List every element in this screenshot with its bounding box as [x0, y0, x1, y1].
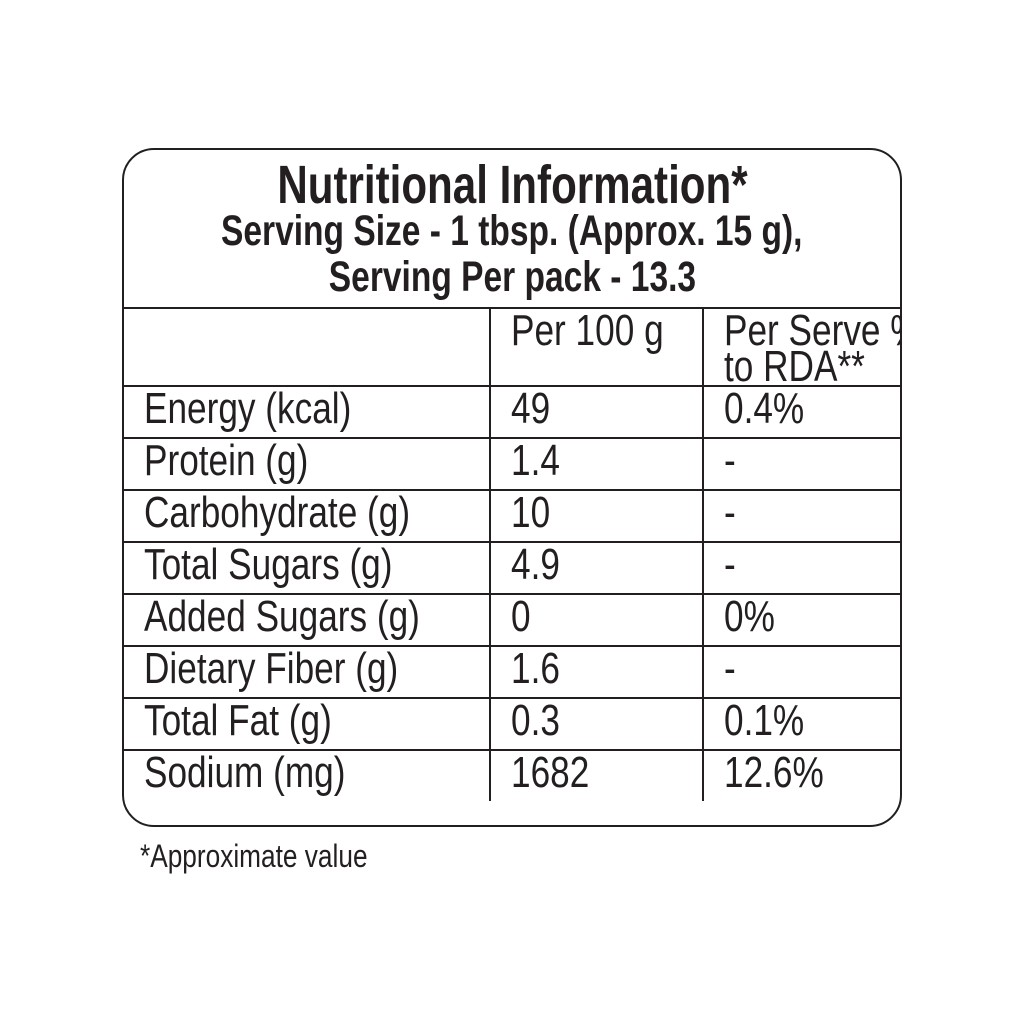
cell-per100: 1682 — [488, 749, 704, 801]
servings-per-pack: Serving Per pack - 13.3 — [328, 253, 696, 301]
cell-nutrient: Carbohydrate (g) — [124, 489, 491, 543]
table-header-row: Per 100 g Per Serve % to RDA** — [124, 309, 900, 386]
header-nutrient — [124, 309, 491, 386]
label-header: Nutritional Information* Serving Size - … — [124, 150, 900, 309]
table-row: Total Fat (g) 0.3 0.1% — [124, 697, 900, 751]
cell-rda: - — [701, 437, 900, 491]
cell-rda: 0.4% — [701, 385, 900, 439]
label-title: Nutritional Information* — [276, 155, 748, 215]
cell-nutrient: Sodium (mg) — [124, 749, 491, 801]
cell-rda: - — [701, 541, 900, 595]
cell-per100: 1.6 — [488, 645, 704, 699]
table-row: Carbohydrate (g) 10- — [124, 489, 900, 543]
serving-size: Serving Size - 1 tbsp. (Approx. 15 g), — [221, 207, 803, 255]
cell-rda: 12.6% — [701, 749, 900, 801]
cell-nutrient: Total Sugars (g) — [124, 541, 491, 595]
nutrition-label: Nutritional Information* Serving Size - … — [122, 148, 902, 827]
cell-rda: - — [701, 489, 900, 543]
table-row: Sodium (mg) 1682 12.6% — [124, 749, 900, 801]
cell-rda: - — [701, 645, 900, 699]
cell-per100: 0 — [488, 593, 704, 647]
cell-per100: 10 — [488, 489, 704, 543]
table-row: Energy (kcal) 49 0.4% — [124, 385, 900, 439]
footnote: *Approximate value — [140, 838, 368, 874]
cell-per100: 49 — [488, 385, 704, 439]
cell-per100: 0.3 — [488, 697, 704, 751]
cell-rda: 0.1% — [701, 697, 900, 751]
nutrition-table: Per 100 g Per Serve % to RDA** Energy (kc… — [124, 309, 900, 801]
table-row: Total Sugars (g) 4.9- — [124, 541, 900, 595]
table-row: Added Sugars (g) 0 0% — [124, 593, 900, 647]
header-per-100g: Per 100 g — [488, 309, 704, 386]
cell-per100: 4.9 — [488, 541, 704, 595]
cell-per100: 1.4 — [488, 437, 704, 491]
cell-nutrient: Dietary Fiber (g) — [124, 645, 491, 699]
table-row: Protein (g) 1.4- — [124, 437, 900, 491]
cell-nutrient: Protein (g) — [124, 437, 491, 491]
cell-nutrient: Added Sugars (g) — [124, 593, 491, 647]
cell-nutrient: Energy (kcal) — [124, 385, 491, 439]
cell-nutrient: Total Fat (g) — [124, 697, 491, 751]
table-row: Dietary Fiber (g) 1.6- — [124, 645, 900, 699]
header-per-serve-rda: Per Serve % to RDA** — [701, 309, 900, 386]
cell-rda: 0% — [701, 593, 900, 647]
